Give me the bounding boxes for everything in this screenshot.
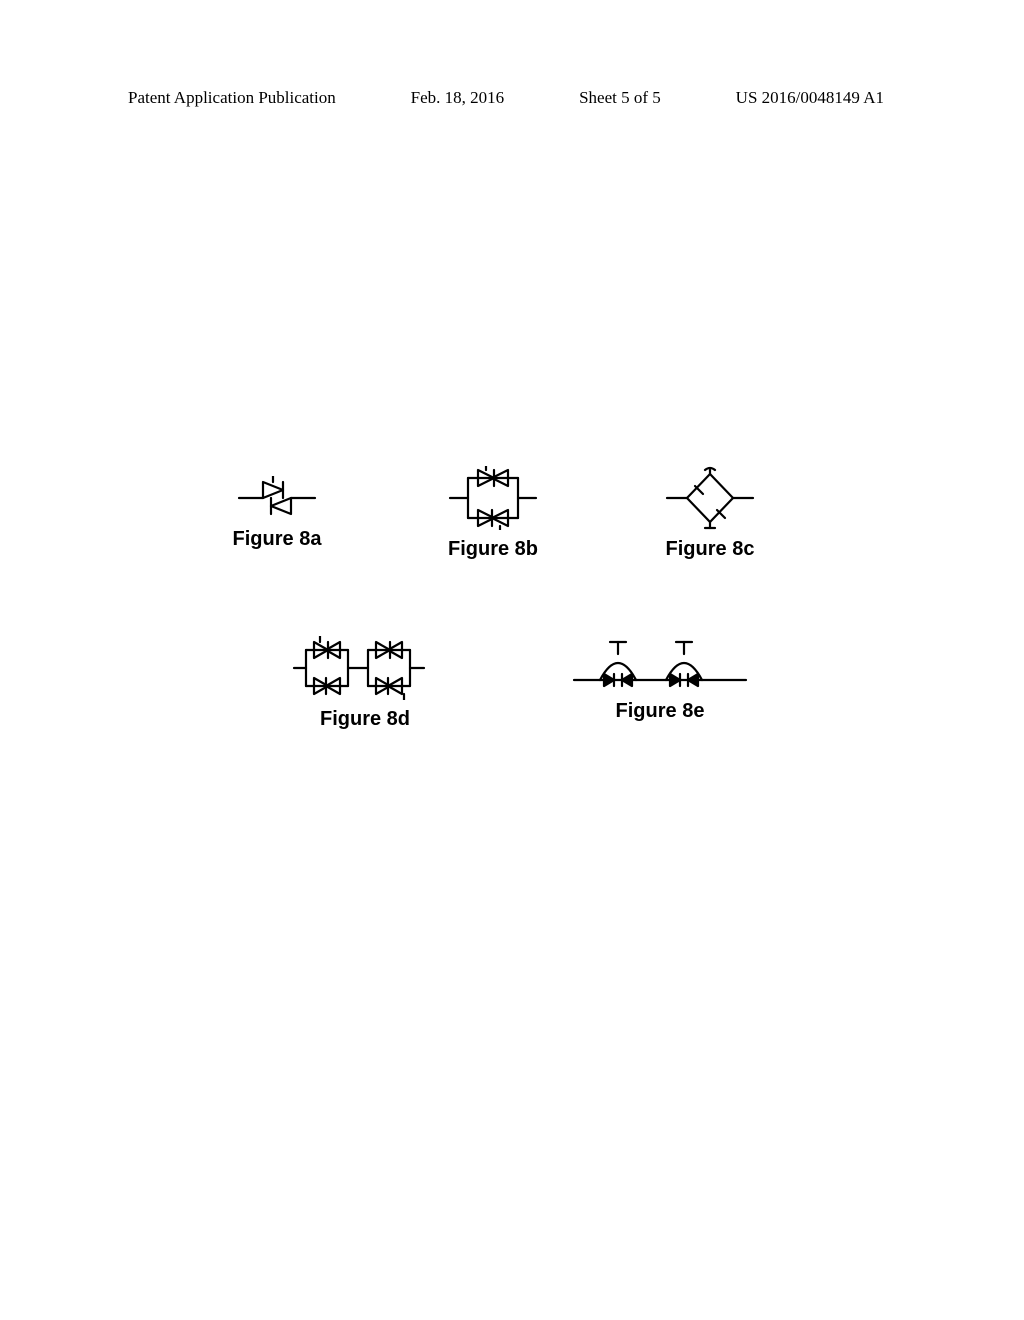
header-publication: Patent Application Publication [128, 88, 336, 108]
figure-8a-caption: Figure 8a [197, 528, 357, 551]
figure-8d: Figure 8d [275, 636, 455, 731]
header-date: Feb. 18, 2016 [411, 88, 505, 108]
diagram-8d-icon [290, 636, 440, 700]
figure-8d-caption: Figure 8d [275, 708, 455, 731]
diagram-8b-icon [448, 466, 538, 530]
figure-8e: Figure 8e [560, 636, 760, 723]
diagram-8a-icon [237, 476, 317, 520]
figure-8e-caption: Figure 8e [560, 700, 760, 723]
figure-8c: Figure 8c [630, 466, 790, 561]
page-header: Patent Application Publication Feb. 18, … [0, 88, 1024, 108]
figure-8a: Figure 8a [197, 476, 357, 551]
figure-8b: Figure 8b [413, 466, 573, 561]
header-sheet: Sheet 5 of 5 [579, 88, 661, 108]
header-docnum: US 2016/0048149 A1 [736, 88, 884, 108]
figure-8c-caption: Figure 8c [630, 538, 790, 561]
diagram-8e-icon [570, 636, 750, 692]
diagram-8c-icon [665, 466, 755, 530]
figure-8b-caption: Figure 8b [413, 538, 573, 561]
